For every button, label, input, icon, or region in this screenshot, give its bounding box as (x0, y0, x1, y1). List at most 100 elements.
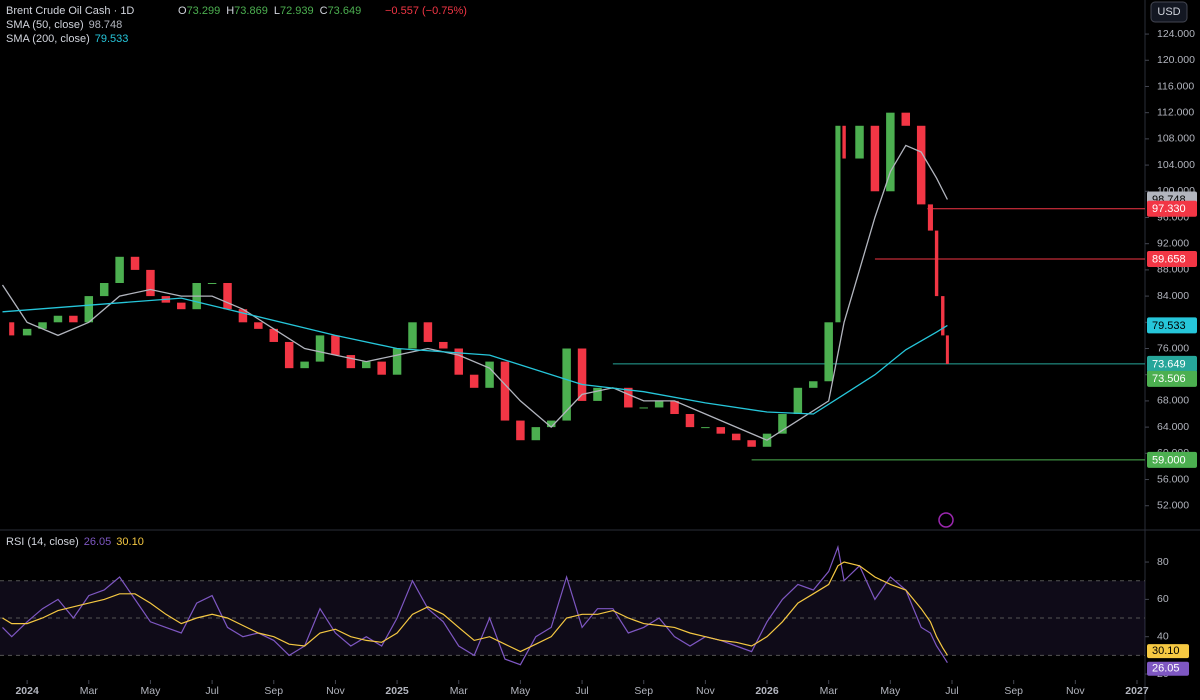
ohlc-key: H (226, 5, 234, 17)
ohlc-value: 72.939 (280, 5, 314, 17)
price-bar (716, 427, 726, 434)
x-tick-label: Jul (205, 685, 218, 697)
x-tick-label: Mar (80, 685, 99, 697)
price-tag (1147, 451, 1197, 468)
price-bar (685, 414, 695, 428)
y-tick-label: 108.000 (1157, 133, 1195, 145)
price-bar (284, 341, 294, 369)
price-bar (99, 282, 109, 297)
x-tick-label: Sep (634, 685, 653, 697)
x-tick-label: May (510, 685, 531, 697)
price-bar (454, 348, 463, 375)
x-tick-label: Sep (264, 685, 283, 697)
rsi-tag (1147, 644, 1189, 659)
price-bar (941, 296, 945, 336)
rsi-tick-label: 80 (1157, 556, 1169, 568)
price-bar (146, 269, 155, 297)
rsi-tick-label: 60 (1157, 593, 1169, 605)
sma-line (1, 144, 948, 441)
price-bar (392, 348, 402, 375)
legend-value: 98.748 (89, 19, 123, 31)
price-bar (901, 112, 911, 126)
price-bar (654, 400, 664, 408)
price-bar (439, 341, 448, 349)
price-bar (177, 302, 186, 310)
rsi-legend-value: 26.05 (84, 536, 112, 548)
price-bar (934, 230, 939, 297)
price-tag-label: 97.330 (1152, 203, 1186, 215)
ohlc-value: 73.869 (234, 5, 268, 17)
price-bar (377, 361, 386, 375)
x-tick-label: 2024 (15, 685, 39, 697)
price-tag (1147, 370, 1197, 387)
x-tick-label: 2025 (385, 685, 409, 697)
price-bar (842, 125, 846, 159)
legend: SMA (50, close) 98.748 (6, 19, 122, 31)
rsi-tick-label: 40 (1157, 630, 1169, 642)
price-bar (855, 125, 864, 159)
price-bar (670, 400, 679, 415)
legend: SMA (200, close) 79.533 (6, 33, 128, 45)
y-tick-label: 64.000 (1157, 421, 1189, 433)
price-tag (1147, 200, 1197, 217)
y-tick-label: 112.000 (1157, 106, 1194, 118)
price-bar (624, 387, 633, 408)
price-bar (835, 125, 841, 323)
rsi-tag (1147, 661, 1189, 676)
currency-button[interactable] (1150, 1, 1188, 23)
legend-value: 79.533 (95, 33, 129, 45)
price-bar (916, 125, 926, 205)
price-bar (331, 335, 340, 356)
rsi-tag-label: 30.10 (1152, 645, 1180, 657)
rsi-legend-value: 30.10 (116, 536, 144, 548)
price-bar (269, 328, 279, 342)
y-tick-label: 92.000 (1157, 237, 1189, 249)
y-tick-label: 68.000 (1157, 395, 1189, 407)
price-bar (207, 282, 217, 284)
price-bar (516, 420, 525, 441)
rsi-line (2, 561, 948, 656)
ohlc-key: C (320, 5, 328, 17)
price-bar (346, 355, 356, 369)
price-bar (423, 322, 433, 342)
price-bar (500, 361, 510, 421)
price-bar (69, 315, 78, 323)
symbol-title: Brent Crude Oil Cash · 1D (6, 5, 134, 17)
price-bar (9, 322, 15, 336)
price-bar (593, 387, 602, 401)
y-tick-label: 56.000 (1157, 473, 1189, 485)
price-bar (238, 309, 248, 323)
y-tick-label: 116.000 (1157, 80, 1194, 92)
price-bar (747, 440, 756, 447)
price-bar (315, 335, 325, 362)
legend-name: SMA (50, close) (6, 19, 84, 31)
x-tick-label: Nov (1066, 685, 1085, 697)
y-tick-label: 84.000 (1157, 290, 1189, 302)
price-bar (53, 315, 63, 323)
alert-icon[interactable] (938, 512, 954, 528)
price-bar (223, 282, 232, 310)
price-bar (22, 328, 32, 336)
x-tick-label: Nov (696, 685, 715, 697)
x-tick-label: 2027 (1125, 685, 1149, 697)
price-bar (870, 125, 880, 192)
price-tag (1147, 251, 1197, 268)
price-bar (531, 427, 541, 441)
sma-line (2, 297, 948, 415)
x-tick-label: Jul (945, 685, 958, 697)
rsi-line (2, 544, 948, 666)
currency[interactable]: USD (1157, 6, 1180, 18)
x-tick-label: Sep (1004, 685, 1023, 697)
price-bar (927, 204, 933, 231)
y-tick-label: 52.000 (1157, 500, 1189, 512)
price-tag-label: 89.658 (1152, 253, 1186, 265)
plot: 52.00056.00060.00064.00068.00072.00076.0… (0, 28, 1195, 697)
price-bar (300, 361, 309, 369)
price-bar (362, 361, 371, 369)
price-tag (1147, 317, 1197, 334)
price-tag-label: 73.649 (1152, 358, 1186, 370)
x-tick-label: Nov (326, 685, 345, 697)
legend-name: SMA (200, close) (6, 33, 90, 45)
